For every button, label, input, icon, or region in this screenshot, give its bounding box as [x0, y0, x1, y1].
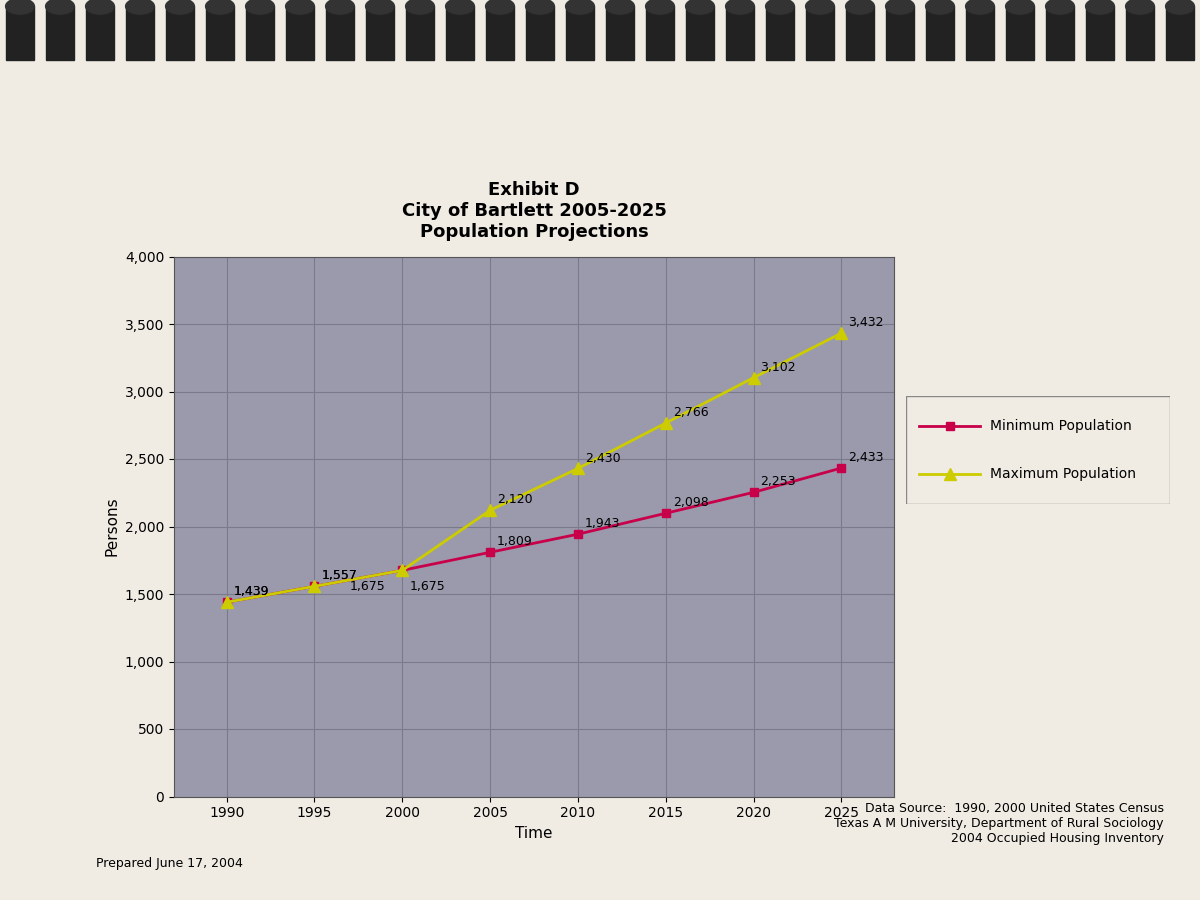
Bar — [366, 6, 395, 59]
Ellipse shape — [406, 0, 434, 14]
Bar — [805, 6, 834, 59]
Bar — [685, 6, 714, 59]
Ellipse shape — [205, 0, 234, 14]
Bar — [1165, 6, 1194, 59]
Ellipse shape — [286, 0, 314, 14]
Ellipse shape — [925, 0, 954, 14]
Bar — [325, 6, 354, 59]
Text: 3,432: 3,432 — [848, 316, 883, 329]
Text: 2,766: 2,766 — [673, 406, 708, 419]
Ellipse shape — [565, 0, 594, 14]
Bar — [46, 6, 74, 59]
Ellipse shape — [1165, 0, 1194, 14]
Text: 1,439: 1,439 — [234, 585, 269, 598]
Text: Maximum Population: Maximum Population — [990, 467, 1136, 481]
X-axis label: Time: Time — [515, 826, 553, 841]
Bar — [526, 6, 554, 59]
Ellipse shape — [366, 0, 395, 14]
Bar — [966, 6, 995, 59]
Text: 1,557: 1,557 — [322, 570, 358, 582]
Ellipse shape — [6, 0, 35, 14]
Ellipse shape — [726, 0, 755, 14]
Text: 2,098: 2,098 — [673, 496, 708, 509]
Text: 1,439: 1,439 — [234, 585, 269, 598]
Bar — [286, 6, 314, 59]
Bar — [406, 6, 434, 59]
Ellipse shape — [486, 0, 515, 14]
Ellipse shape — [1045, 0, 1074, 14]
Text: 2,430: 2,430 — [584, 452, 620, 464]
Text: 1,809: 1,809 — [497, 536, 533, 548]
Ellipse shape — [1086, 0, 1115, 14]
Text: Prepared June 17, 2004: Prepared June 17, 2004 — [96, 858, 242, 870]
Text: 1,675: 1,675 — [349, 580, 385, 593]
Ellipse shape — [325, 0, 354, 14]
Y-axis label: Persons: Persons — [104, 497, 119, 556]
Bar — [1045, 6, 1074, 59]
Text: 2,120: 2,120 — [497, 493, 533, 507]
Bar — [85, 6, 114, 59]
Text: Data Source:  1990, 2000 United States Census
Texas A M University, Department o: Data Source: 1990, 2000 United States Ce… — [834, 802, 1164, 845]
Ellipse shape — [85, 0, 114, 14]
Ellipse shape — [766, 0, 794, 14]
Bar — [726, 6, 755, 59]
Title: Exhibit D
City of Bartlett 2005-2025
Population Projections: Exhibit D City of Bartlett 2005-2025 Pop… — [402, 182, 666, 241]
Bar — [166, 6, 194, 59]
Ellipse shape — [846, 0, 875, 14]
Ellipse shape — [685, 0, 714, 14]
Text: 1,675: 1,675 — [409, 580, 445, 593]
Ellipse shape — [606, 0, 635, 14]
Text: 3,102: 3,102 — [761, 361, 796, 374]
Bar — [126, 6, 155, 59]
Ellipse shape — [805, 0, 834, 14]
Ellipse shape — [886, 0, 914, 14]
Ellipse shape — [126, 0, 155, 14]
Ellipse shape — [246, 0, 275, 14]
Bar — [1086, 6, 1115, 59]
Bar — [886, 6, 914, 59]
Text: Minimum Population: Minimum Population — [990, 419, 1133, 433]
Bar — [846, 6, 875, 59]
Ellipse shape — [526, 0, 554, 14]
Bar — [1006, 6, 1034, 59]
Bar — [766, 6, 794, 59]
Bar — [1126, 6, 1154, 59]
Ellipse shape — [966, 0, 995, 14]
Bar — [646, 6, 674, 59]
Text: 2,433: 2,433 — [848, 451, 883, 464]
Ellipse shape — [46, 0, 74, 14]
Ellipse shape — [1006, 0, 1034, 14]
Bar — [246, 6, 275, 59]
Bar — [565, 6, 594, 59]
Ellipse shape — [1126, 0, 1154, 14]
Bar — [6, 6, 35, 59]
Bar — [205, 6, 234, 59]
Ellipse shape — [646, 0, 674, 14]
Bar — [925, 6, 954, 59]
Text: 1,943: 1,943 — [584, 518, 620, 530]
Bar — [445, 6, 474, 59]
Bar — [486, 6, 515, 59]
Text: 2,253: 2,253 — [761, 475, 796, 489]
Ellipse shape — [445, 0, 474, 14]
Bar — [606, 6, 635, 59]
Text: 1,557: 1,557 — [322, 570, 358, 582]
Ellipse shape — [166, 0, 194, 14]
